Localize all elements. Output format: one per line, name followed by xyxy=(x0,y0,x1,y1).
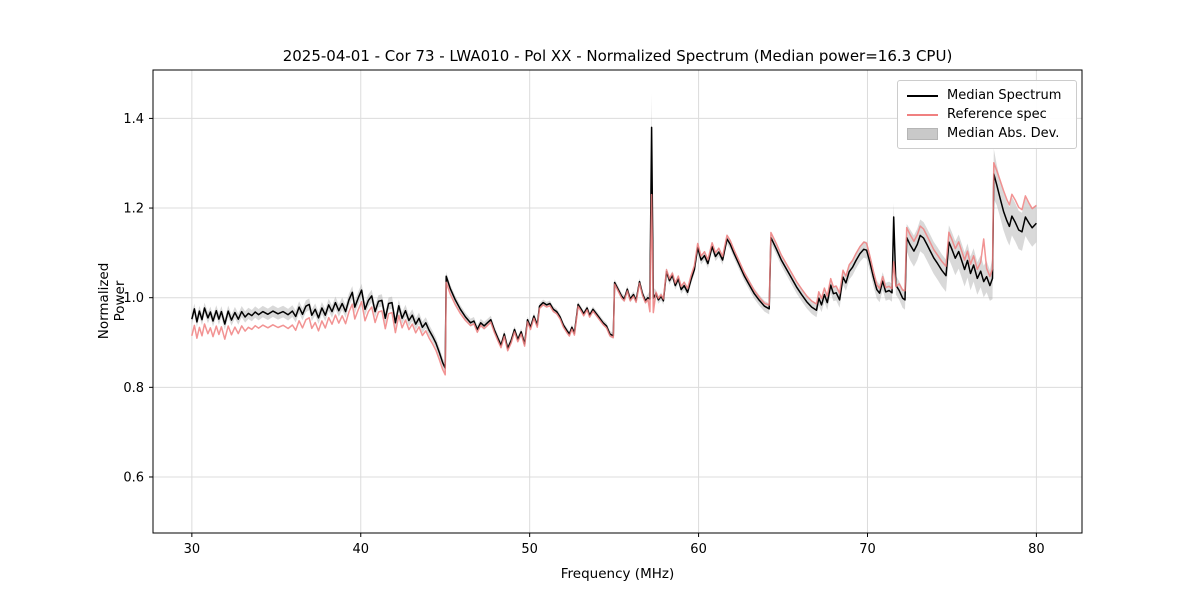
median-spectrum-line xyxy=(191,126,1037,369)
x-axis-label: Frequency (MHz) xyxy=(560,566,675,582)
y-tick-label: 0.8 xyxy=(123,381,144,396)
legend-item-reference-spec: Reference spec xyxy=(907,105,1067,124)
x-tick-label: 30 xyxy=(184,542,201,557)
x-tick-label: 40 xyxy=(352,542,369,557)
plot-title: 2025-04-01 - Cor 73 - LWA010 - Pol XX - … xyxy=(282,47,953,65)
legend-label: Reference spec xyxy=(947,107,1047,122)
legend-label: Median Spectrum xyxy=(947,88,1062,103)
y-tick-label: 1.2 xyxy=(123,202,144,217)
legend: Median Spectrum Reference spec Median Ab… xyxy=(897,80,1077,149)
mad-band-patch-sample xyxy=(907,127,938,140)
x-tick-label: 80 xyxy=(1028,542,1045,557)
y-tick-label: 1.4 xyxy=(123,112,144,127)
x-tick-label: 50 xyxy=(521,542,538,557)
y-tick-label: 0.6 xyxy=(123,470,144,485)
x-tick-label: 60 xyxy=(690,542,707,557)
y-axis-label: Normalized Power xyxy=(96,262,128,340)
legend-item-median-spectrum: Median Spectrum xyxy=(907,86,1067,105)
y-tick-label: 1.0 xyxy=(123,291,144,306)
x-tick-label: 70 xyxy=(859,542,876,557)
legend-item-median-abs-dev: Median Abs. Dev. xyxy=(907,124,1067,143)
mad-band xyxy=(191,93,1037,373)
legend-label: Median Abs. Dev. xyxy=(947,126,1060,141)
reference-spec-line xyxy=(191,162,1037,376)
axes-spines xyxy=(152,69,1083,534)
median-spectrum-line-sample xyxy=(907,94,938,97)
reference-spec-line-sample xyxy=(907,113,938,116)
